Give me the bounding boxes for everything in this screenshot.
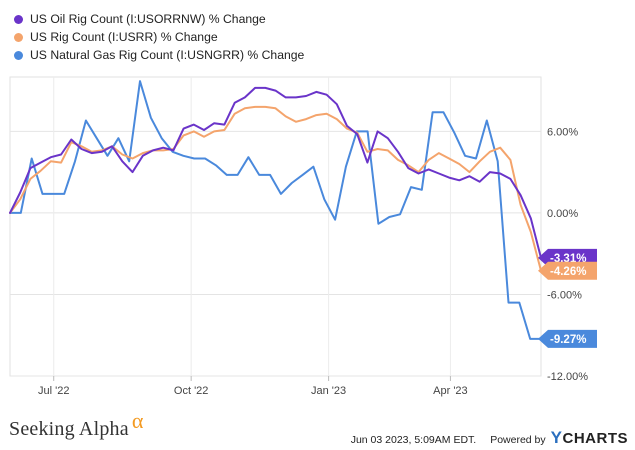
- footer-info: Jun 03 2023, 5:09AM EDT. Powered by Y CHA…: [351, 428, 628, 448]
- y-tick-label: -6.00%: [547, 289, 582, 301]
- rig-end-label: -4.26%: [550, 266, 586, 278]
- x-tick-label: Apr '23: [433, 385, 468, 397]
- timestamp: Jun 03 2023, 5:09AM EDT.: [350, 434, 477, 446]
- y-tick-label: -12.00%: [547, 371, 588, 383]
- ycharts-logo-text: CHARTS: [562, 430, 628, 447]
- powered-by-label: Powered by: [490, 434, 546, 446]
- legend-item-oil[interactable]: US Oil Rig Count (I:USORRNW) % Change: [14, 10, 304, 28]
- y-tick-label: 6.00%: [547, 126, 578, 138]
- ycharts-logo-y: Y: [550, 428, 563, 447]
- gas-rig-line: [9, 80, 542, 340]
- brand-name: Seeking Alpha: [9, 418, 129, 440]
- legend-dot-gas: [14, 50, 23, 60]
- rig-end-label-background: [538, 261, 597, 280]
- legend-item-gas[interactable]: US Natural Gas Rig Count (I:USNGRR) % Ch…: [14, 46, 304, 64]
- ycharts-logo[interactable]: Y CHARTS: [551, 428, 628, 448]
- x-tick-label: Oct '22: [174, 385, 209, 397]
- legend-dot-oil: [14, 14, 23, 24]
- x-tick-label: Jul '22: [38, 385, 69, 397]
- gas-end-label-background: [538, 329, 597, 348]
- gas-end-label-tag: -9.27%: [538, 329, 597, 348]
- y-tick-label: 0.00%: [547, 208, 578, 220]
- alpha-symbol-icon: α: [131, 408, 144, 433]
- legend-item-rig[interactable]: US Rig Count (I:USRR) % Change: [14, 28, 304, 46]
- legend-label-gas: US Natural Gas Rig Count (I:USNGRR) % Ch…: [30, 48, 305, 62]
- seeking-alpha-logo: Seeking Alpha α: [9, 408, 144, 441]
- legend-label-oil: US Oil Rig Count (I:USORRNW) % Change: [30, 12, 266, 26]
- us-rig-line: [9, 105, 542, 272]
- x-tick-label: Jan '23: [311, 385, 346, 397]
- line-chart: 6.00% 0.00% -6.00% -12.00% Jul '22 Oct '22 Jan…: [9, 76, 597, 397]
- legend-label-rig: US Rig Count (I:USRR) % Change: [30, 30, 218, 44]
- chart-legend: US Oil Rig Count (I:USORRNW) % Change US…: [14, 10, 304, 64]
- gas-end-label: -9.27%: [550, 334, 586, 346]
- plot-area: [9, 76, 542, 377]
- rig-end-label-tag: -4.26%: [538, 261, 597, 280]
- oil-rig-line: [9, 86, 542, 259]
- legend-dot-rig: [14, 32, 23, 42]
